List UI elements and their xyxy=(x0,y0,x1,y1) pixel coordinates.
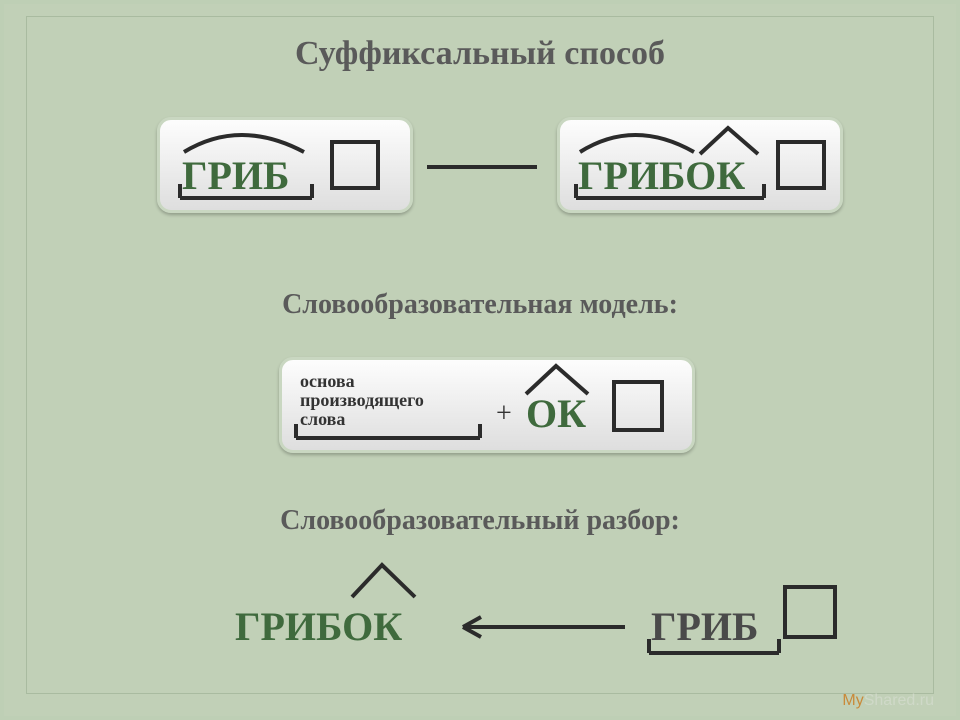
stem-label: основа производящего слова xyxy=(300,372,424,429)
brand-my: My xyxy=(842,692,863,709)
subtitle-analysis: Словообразовательный разбор: xyxy=(27,505,933,537)
card-gribok: ГРИБОК xyxy=(557,117,843,213)
card-grib: ГРИБ xyxy=(157,117,413,213)
inner-plate: Суффиксальный способ ГРИБ ГРИБОК xyxy=(26,16,934,694)
suffix-ok: ОК xyxy=(526,390,586,437)
bottom-derived: ГРИБОК xyxy=(235,603,402,650)
word-grib: ГРИБ xyxy=(182,156,289,196)
card-model: основа производящего слова + ОК xyxy=(279,357,695,453)
subtitle-model: Словообразовательная модель: xyxy=(27,289,933,321)
page-title: Суффиксальный способ xyxy=(27,35,933,73)
brand-watermark: MyShared.ru xyxy=(842,692,934,710)
outer-frame: Суффиксальный способ ГРИБ ГРИБОК xyxy=(0,0,960,720)
word-gribok: ГРИБОК xyxy=(578,156,745,196)
bottom-base: ГРИБ xyxy=(651,603,758,650)
brand-rest: Shared.ru xyxy=(864,692,934,709)
plus-sign: + xyxy=(496,398,512,430)
